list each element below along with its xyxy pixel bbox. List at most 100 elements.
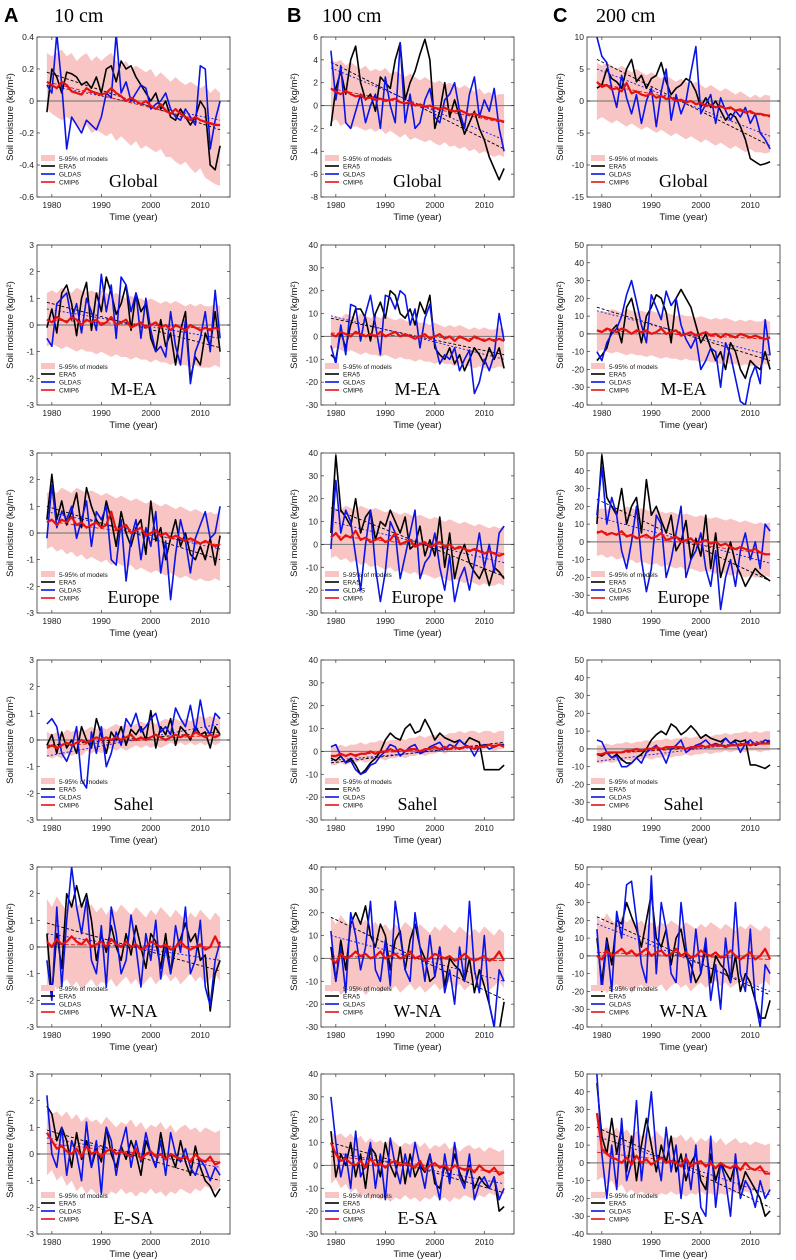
legend-swatch-band [591, 155, 605, 161]
legend-label-era5: ERA5 [609, 372, 626, 379]
legend-label-gldas: GLDAS [609, 380, 632, 387]
plot-area-europe-b [321, 454, 514, 603]
x-tick-label: 2000 [425, 1030, 444, 1040]
legend-label-era5: ERA5 [59, 787, 76, 794]
y-tick-label: -10 [572, 160, 585, 170]
legend-label-era5: ERA5 [343, 164, 360, 171]
panel-europe-a: -3 -2 -1 0 1 2 3 1980 1990 2000 2010 Time (year) Soi… [5, 448, 231, 639]
series-line-cmip6 [46, 935, 222, 951]
legend-swatch-band [41, 778, 55, 784]
y-axis-label: Soil moisture (kg/m²) [5, 73, 16, 161]
region-label: W-NA [394, 1001, 442, 1021]
y-tick-label: 20 [575, 501, 585, 511]
x-axis-label: Time (year) [659, 835, 707, 846]
trend-line-cmip6 [46, 319, 221, 330]
series-line-cmip6 [330, 950, 506, 965]
y-tick-label: -20 [306, 1206, 319, 1216]
x-tick-label: 1980 [326, 1030, 345, 1040]
legend-label-cmip6: CMIP6 [343, 1010, 363, 1017]
x-tick-label: 2010 [741, 823, 760, 833]
x-tick-label: 2010 [475, 408, 494, 418]
y-tick-label: -1 [26, 555, 34, 565]
y-tick-label: 30 [575, 484, 585, 494]
column-title-a: 10 cm [54, 5, 104, 27]
x-tick-label: 1980 [592, 1237, 611, 1247]
y-axis-label: Soil moisture (kg/m²) [5, 696, 16, 784]
y-tick-label: -1 [26, 1176, 34, 1186]
y-tick-label: 3 [29, 448, 34, 458]
legend-label-era5: ERA5 [343, 372, 360, 379]
model-range-band [46, 49, 221, 186]
trend-line-gldas [596, 68, 771, 137]
series-line-gldas [596, 37, 771, 150]
x-tick-label: 1980 [42, 1237, 61, 1247]
series-line-gldas [46, 867, 221, 1007]
panel-sahel-a: -3 -2 -1 0 1 2 3 1980 1990 2000 2010 Time (year) Soi… [5, 655, 231, 846]
y-tick-label: 0.4 [22, 32, 34, 42]
plot-area-m-ea-c [587, 279, 780, 405]
legend-label-gldas: GLDAS [609, 172, 632, 179]
legend-swatch-band [325, 985, 339, 991]
y-tick-label: -3 [26, 1229, 34, 1239]
y-tick-label: 0 [313, 331, 318, 341]
legend-label-era5: ERA5 [343, 1201, 360, 1208]
x-axis-label: Time (year) [659, 1042, 707, 1053]
x-tick-label: 2000 [141, 408, 160, 418]
region-label: M-EA [661, 379, 707, 399]
axes-frame [320, 36, 515, 198]
series-line-era5 [596, 723, 771, 770]
trend-line-gldas [330, 67, 505, 141]
x-tick-label: 1980 [42, 408, 61, 418]
y-tick-label: 10 [575, 933, 585, 943]
x-tick-label: 2010 [191, 1030, 210, 1040]
legend-label-gldas: GLDAS [343, 172, 366, 179]
y-axis-label: Soil moisture (kg/m²) [289, 1110, 300, 1198]
y-tick-label: 3 [29, 862, 34, 872]
panel-m-ea-c: -40 -30 -20 -10 0 10 20 30 40 50 1980 1990 2000 2010 T… [555, 240, 781, 431]
panel-europe-c: -40 -30 -20 -10 0 10 20 30 40 50 1980 1990 2000 2010 T… [555, 448, 781, 639]
y-tick-label: -2 [26, 1202, 34, 1212]
y-tick-label: 50 [575, 240, 585, 250]
legend-label-era5: ERA5 [343, 787, 360, 794]
legend-label-band: 5-95% of models [59, 156, 109, 163]
panel-e-sa-a: -3 -2 -1 0 1 2 3 1980 1990 2000 2010 Time (year) Soi… [5, 1069, 231, 1260]
y-tick-label: 0 [579, 1158, 584, 1168]
y-tick-label: 30 [575, 1105, 585, 1115]
y-tick-label: -30 [572, 797, 585, 807]
y-axis-label: Soil moisture (kg/m²) [289, 903, 300, 991]
y-tick-label: 20 [575, 293, 585, 303]
y-tick-label: 20 [575, 1122, 585, 1132]
x-tick-label: 1990 [376, 1237, 395, 1247]
legend-swatch-band [591, 1192, 605, 1198]
trend-line-cmip6 [46, 520, 221, 546]
x-tick-label: 2000 [425, 1237, 444, 1247]
legend-label-cmip6: CMIP6 [609, 803, 629, 810]
y-tick-label: 3 [29, 1069, 34, 1079]
panel-w-na-c: -40 -30 -20 -10 0 10 20 30 40 50 1980 1990 2000 2010 T… [555, 862, 781, 1053]
x-tick-label: 1980 [326, 200, 345, 210]
y-tick-label: 40 [575, 880, 585, 890]
legend-label-gldas: GLDAS [343, 588, 366, 595]
y-tick-label: -30 [306, 400, 319, 410]
y-tick-label: -20 [306, 585, 319, 595]
y-tick-label: -3 [26, 815, 34, 825]
trend-line-gldas [596, 739, 771, 762]
y-tick-label: -5 [576, 128, 584, 138]
y-tick-label: -2 [26, 581, 34, 591]
y-tick-label: 10 [309, 931, 319, 941]
trend-line-cmip6 [596, 82, 771, 118]
x-tick-label: 1990 [642, 823, 661, 833]
y-tick-label: 0 [29, 320, 34, 330]
legend-label-gldas: GLDAS [343, 1002, 366, 1009]
series-line-era5 [46, 60, 221, 171]
plot-area-w-na-a [37, 867, 230, 1012]
panel-sahel-b: -30 -20 -10 0 10 20 30 40 1980 1990 2000 2010 Time (… [289, 655, 515, 846]
legend-label-band: 5-95% of models [59, 779, 109, 786]
series-line-era5 [46, 1105, 221, 1198]
y-axis-label: Soil moisture (kg/m²) [555, 696, 566, 784]
x-tick-label: 1980 [592, 200, 611, 210]
y-axis-label: Soil moisture (kg/m²) [555, 281, 566, 369]
legend-label-cmip6: CMIP6 [343, 803, 363, 810]
x-tick-label: 2010 [191, 408, 210, 418]
x-axis-label: Time (year) [393, 420, 441, 431]
